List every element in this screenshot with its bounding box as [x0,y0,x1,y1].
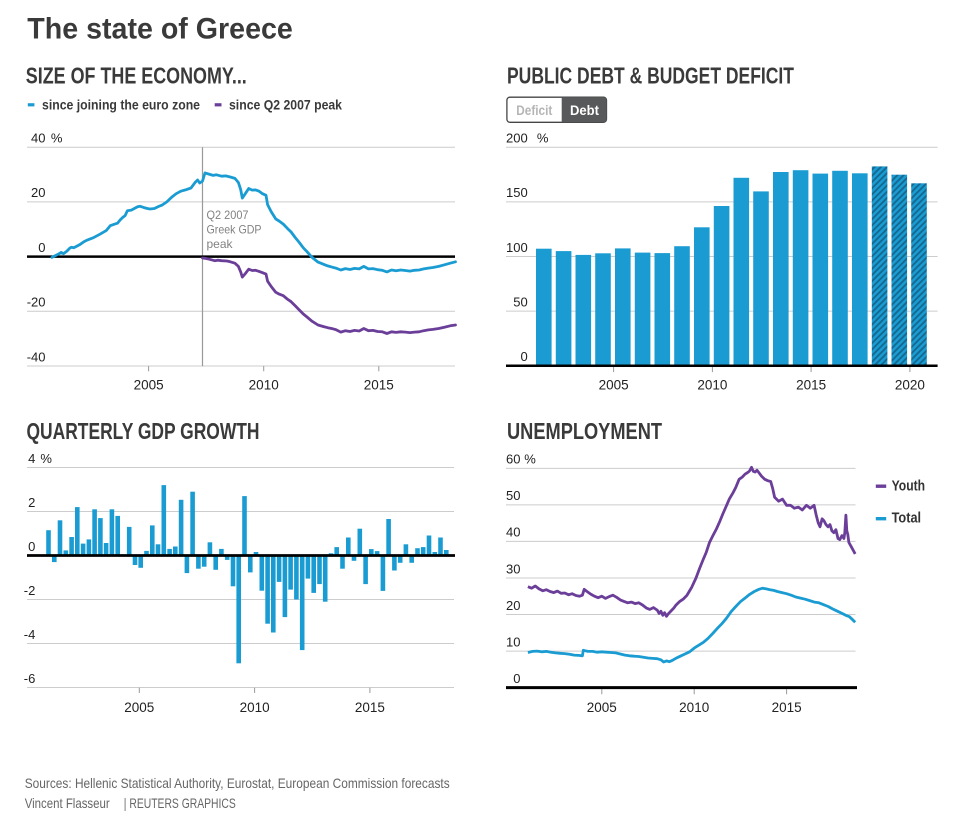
svg-text:UNEMPLOYMENT: UNEMPLOYMENT [507,418,662,444]
svg-text:100: 100 [506,240,528,255]
svg-text:50: 50 [513,294,527,309]
svg-text:%: % [40,451,52,466]
svg-text:2010: 2010 [249,377,279,392]
svg-text:Deficit: Deficit [516,102,552,118]
svg-text:2010: 2010 [240,700,270,715]
svg-text:2015: 2015 [772,700,802,715]
svg-text:-40: -40 [27,349,46,364]
svg-text:-4: -4 [24,627,36,642]
svg-text:The state of Greece: The state of Greece [27,12,293,45]
svg-text:0: 0 [520,349,527,364]
svg-text:since joining the euro zone: since joining the euro zone [42,96,200,112]
svg-text:2015: 2015 [796,377,826,392]
svg-text:SIZE OF THE ECONOMY...: SIZE OF THE ECONOMY... [26,62,247,88]
svg-text:4: 4 [28,451,35,466]
svg-text:%: % [537,131,549,146]
svg-text:2015: 2015 [364,377,394,392]
svg-text:2005: 2005 [587,700,617,715]
svg-text:Greek GDP: Greek GDP [207,222,262,236]
svg-text:%: % [51,131,63,146]
svg-text:-2: -2 [24,583,36,598]
svg-text:Debt: Debt [570,102,599,118]
svg-text:-20: -20 [27,295,46,310]
svg-text:PUBLIC DEBT & BUDGET DEFICIT: PUBLIC DEBT & BUDGET DEFICIT [507,62,794,88]
svg-text:2020: 2020 [895,377,925,392]
svg-text:150: 150 [506,185,528,200]
svg-text:Q2 2007: Q2 2007 [207,208,249,222]
svg-text:2005: 2005 [599,377,629,392]
svg-text:2010: 2010 [679,700,709,715]
svg-text:10: 10 [506,634,520,649]
svg-text:since Q2 2007 peak: since Q2 2007 peak [229,96,342,112]
svg-text:30: 30 [506,561,520,576]
svg-text:| REUTERS GRAPHICS: | REUTERS GRAPHICS [124,795,236,811]
svg-text:60: 60 [506,452,520,467]
svg-text:2005: 2005 [134,377,164,392]
svg-text:2005: 2005 [124,700,154,715]
svg-text:2: 2 [28,495,35,510]
svg-text:2015: 2015 [355,700,385,715]
svg-text:2010: 2010 [697,377,727,392]
svg-text:0: 0 [38,240,45,255]
svg-text:200: 200 [506,131,528,146]
svg-text:20: 20 [31,185,45,200]
svg-text:0: 0 [513,671,520,686]
svg-text:40: 40 [31,131,45,146]
svg-text:-6: -6 [24,671,36,686]
svg-text:peak: peak [207,237,234,251]
svg-text:Total: Total [892,510,922,526]
svg-text:%: % [524,452,536,467]
svg-text:QUARTERLY GDP GROWTH: QUARTERLY GDP GROWTH [27,418,260,444]
svg-text:20: 20 [506,598,520,613]
svg-text:50: 50 [506,488,520,503]
svg-text:0: 0 [28,539,35,554]
svg-text:40: 40 [506,525,520,540]
svg-text:Youth: Youth [892,478,926,494]
svg-text:Vincent Flasseur: Vincent Flasseur [25,795,110,811]
svg-text:Sources: Hellenic Statistical: Sources: Hellenic Statistical Authority,… [25,775,450,791]
